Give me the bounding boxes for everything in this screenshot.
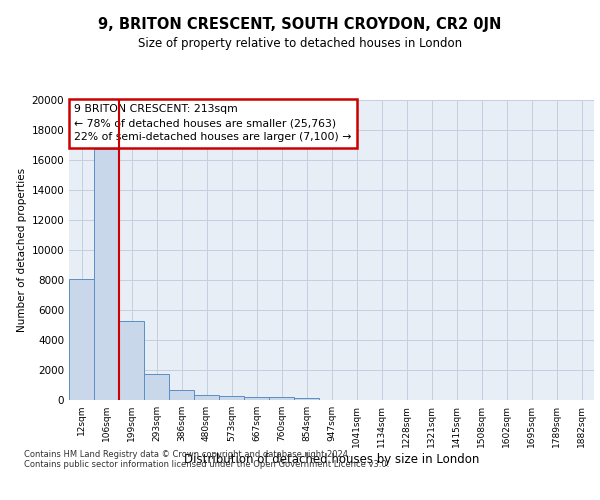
Bar (269, 398, 294, 400)
Bar (219, 396, 244, 400)
Text: 9, BRITON CRESCENT, SOUTH CROYDON, CR2 0JN: 9, BRITON CRESCENT, SOUTH CROYDON, CR2 0… (98, 18, 502, 32)
Bar (144, 374, 169, 400)
X-axis label: Distribution of detached houses by size in London: Distribution of detached houses by size … (184, 452, 479, 466)
Text: 9 BRITON CRESCENT: 213sqm
← 78% of detached houses are smaller (25,763)
22% of s: 9 BRITON CRESCENT: 213sqm ← 78% of detac… (74, 104, 352, 142)
Bar (194, 395, 219, 400)
Text: Size of property relative to detached houses in London: Size of property relative to detached ho… (138, 38, 462, 51)
Bar (69, 278, 94, 400)
Text: Contains HM Land Registry data © Crown copyright and database right 2024.
Contai: Contains HM Land Registry data © Crown c… (24, 450, 389, 469)
Bar (169, 390, 194, 400)
Bar (94, 150, 119, 400)
Bar (119, 320, 144, 400)
Bar (244, 396, 269, 400)
Y-axis label: Number of detached properties: Number of detached properties (17, 168, 27, 332)
Bar (294, 398, 319, 400)
